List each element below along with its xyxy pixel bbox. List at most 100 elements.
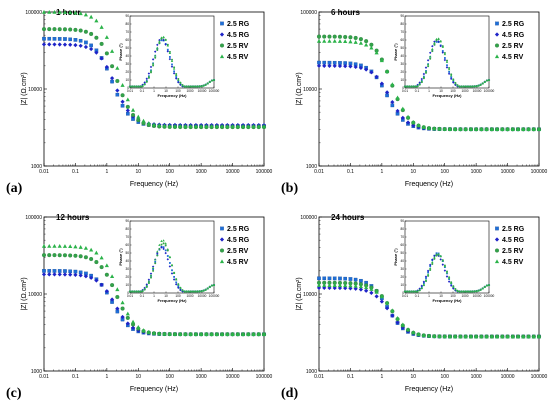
modulus-point [204,123,209,128]
inset-x-label: Frequency (Hz) [433,298,463,303]
legend-label: 2.5 RV [227,248,249,255]
phase-point [447,276,451,280]
phase-point [198,85,201,88]
modulus-point [183,123,188,128]
legend-marker [220,21,224,26]
x-axis-label: Frequency (Hz) [130,181,178,188]
x-tick-label: 10 [411,169,417,175]
legend-marker [219,54,225,59]
modulus-point [167,123,172,128]
phase-point [483,285,486,288]
phase-point [456,289,459,292]
modulus-point [68,37,72,42]
modulus-point [515,127,521,131]
legend-label: 4.5 RV [502,259,524,266]
modulus-point [109,274,115,279]
phase-point [166,50,169,53]
modulus-point [374,289,379,294]
phase-point [458,85,461,88]
inset-y-tick-label: 0 [127,291,129,295]
panel-2: 0.01 0.1 1 10 100 1000 10000 100000100010000100… [281,8,548,196]
phase-point [137,290,140,293]
modulus-point [316,38,322,43]
modulus-point [327,63,332,68]
phase-point [206,287,209,290]
y-axis-label: |Z| (Ω.cm²) [21,277,28,310]
inset-y-tick-label: 20 [125,275,129,279]
legend-label: 4.5 RV [227,54,249,61]
modulus-point [68,10,73,15]
phase-point [475,84,478,88]
modulus-point [379,294,384,299]
modulus-point [109,49,115,53]
modulus-point [89,31,94,36]
phase-point [447,72,451,75]
modulus-point [99,41,104,46]
phase-point [160,243,163,246]
phase-point [485,284,489,287]
modulus-point [327,283,332,287]
inset-y-label: Phase (°) [393,43,398,61]
phase-point [487,78,491,81]
phase-point [175,283,178,286]
modulus-point [115,78,120,84]
y-tick-label: 100000 [25,10,42,16]
modulus-point [162,123,167,128]
modulus-point [521,127,526,131]
modulus-point [172,332,178,336]
inset-x-tick-label: 10 [439,294,443,298]
y-tick-label: 100000 [300,215,317,221]
phase-point [154,54,157,57]
inset-y-tick-label: 10 [400,283,404,287]
modulus-point [447,127,453,131]
phase-point [422,72,426,76]
modulus-point [453,334,458,339]
modulus-point [42,36,46,41]
phase-point [416,290,419,293]
phase-point [154,56,157,59]
phase-point [130,290,134,293]
modulus-point [109,76,115,81]
inset-y-tick-label: 40 [125,54,129,58]
phase-point [450,74,453,77]
inset-y-label: Phase (°) [118,248,123,266]
x-tick-label: 1000 [196,374,207,380]
modulus-point [358,37,363,42]
phase-point [464,290,468,293]
modulus-point [510,334,515,339]
modulus-point [130,107,136,112]
modulus-point [515,334,521,339]
modulus-point [83,12,89,17]
inset-x-tick-label: 10000 [473,89,482,93]
legend-marker [494,259,500,264]
inset-x-tick-label: 100 [175,89,181,93]
phase-point [410,290,413,293]
modulus-point [62,253,67,258]
phase-point [172,72,176,75]
phase-point [446,59,448,62]
modulus-point [322,283,327,287]
modulus-point [57,253,62,258]
inset-x-tick-label: 100 [175,294,181,298]
modulus-point [110,283,115,288]
modulus-point [136,118,141,123]
phase-point [466,85,470,88]
modulus-point [41,253,47,258]
modulus-point [83,44,89,50]
modulus-point [47,269,52,273]
phase-point [175,73,178,76]
phase-point [418,287,421,290]
phase-point [212,78,216,81]
modulus-point [489,334,494,339]
phase-point [420,77,423,81]
modulus-point [63,37,67,41]
modulus-point [484,334,489,339]
phase-point [177,283,180,286]
phase-point [210,284,214,287]
phase-point [446,272,448,275]
modulus-point [120,99,125,104]
phase-point [147,278,151,281]
modulus-point [89,257,94,262]
phase-point [139,85,142,88]
